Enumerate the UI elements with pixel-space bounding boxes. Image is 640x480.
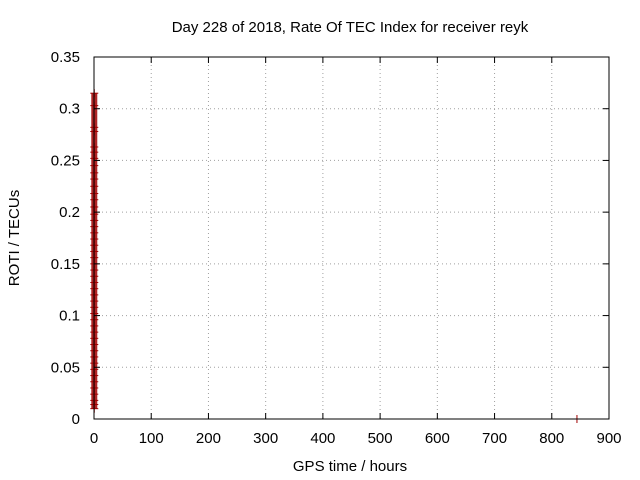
x-tick-label: 600 (425, 430, 450, 447)
y-tick-label: 0 (72, 411, 80, 428)
x-axis-label: GPS time / hours (293, 458, 407, 475)
x-tick-label: 900 (596, 430, 621, 447)
x-tick-label: 400 (310, 430, 335, 447)
data-points (90, 89, 581, 423)
y-tick-label: 0.05 (51, 359, 80, 376)
y-tick-label: 0.2 (59, 204, 80, 221)
x-tick-label: 700 (482, 430, 507, 447)
y-axis-label: ROTI / TECUs (6, 190, 23, 286)
axis-ticks (93, 56, 610, 420)
x-tick-label: 800 (539, 430, 564, 447)
y-tick-label: 0.25 (51, 152, 80, 169)
x-tick-label: 100 (139, 430, 164, 447)
plot-frame (93, 56, 610, 420)
y-tick-label: 0.35 (51, 49, 80, 66)
y-tick-labels: 0 0.05 0.1 0.15 0.2 0.25 0.3 0.35 (51, 49, 80, 428)
x-tick-label: 200 (196, 430, 221, 447)
x-tick-label: 0 (90, 430, 98, 447)
y-tick-label: 0.1 (59, 308, 80, 325)
y-tick-label: 0.15 (51, 256, 80, 273)
x-tick-label: 500 (368, 430, 393, 447)
y-tick-label: 0.3 (59, 101, 80, 118)
chart-title: Day 228 of 2018, Rate Of TEC Index for r… (172, 19, 529, 36)
grid (94, 57, 609, 419)
x-tick-labels: 0 100 200 300 400 500 600 700 800 900 (90, 430, 622, 447)
x-tick-label: 300 (253, 430, 278, 447)
